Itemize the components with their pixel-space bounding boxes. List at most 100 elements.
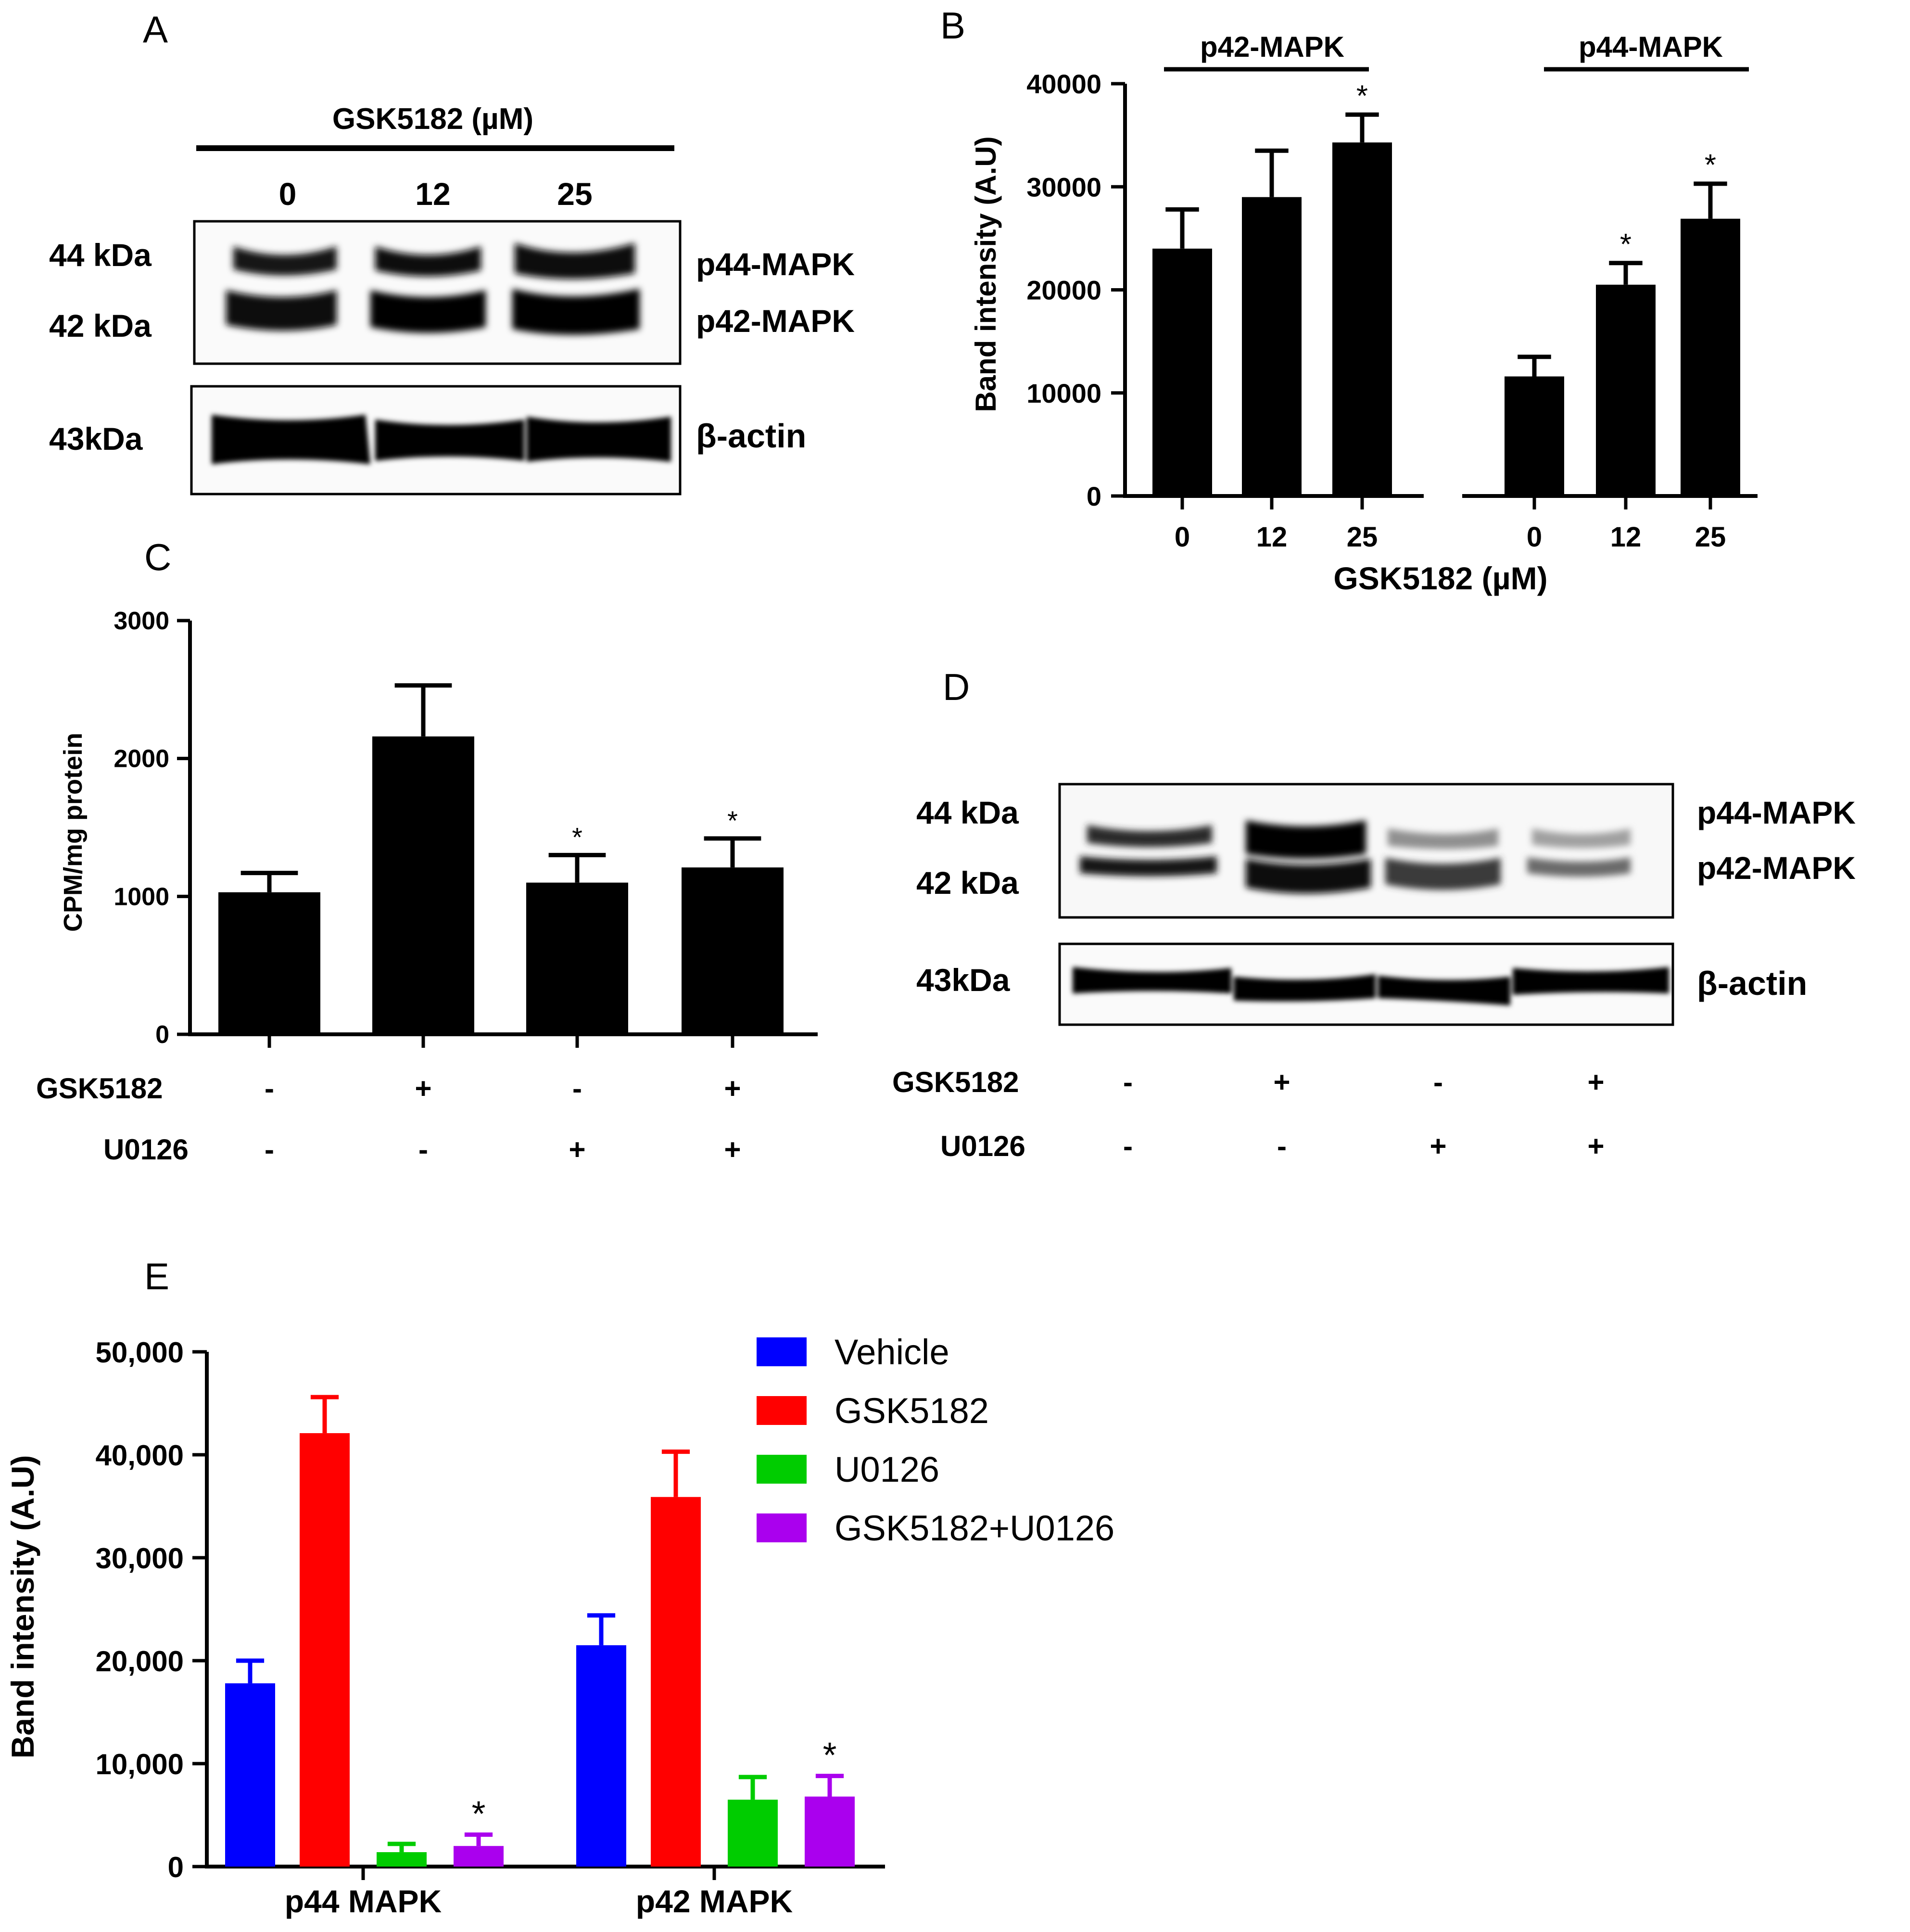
- bar-u0126: [728, 1775, 778, 1867]
- bar-gsk5182-u0126-rect: [805, 1796, 855, 1867]
- bar-rect: [682, 867, 784, 1034]
- panel-b: B Band intensity (A.U) 0 10000 20000 30000 4…: [940, 4, 1758, 596]
- blot-band: [1073, 967, 1231, 993]
- panel-a-letter: A: [143, 8, 168, 51]
- significance-marker: *: [1356, 79, 1368, 113]
- panel-a-lane-label: 0: [279, 176, 297, 212]
- bar: [1152, 207, 1212, 496]
- y-tick-label: 40000: [1026, 69, 1101, 99]
- u0126-sign: -: [418, 1133, 428, 1166]
- panel-d-row-label: GSK5182: [892, 1066, 1019, 1098]
- blot-band: [515, 243, 635, 279]
- panel-e-y-ticks: 0 10,000 20,000 30,000 40,000 50,000: [95, 1336, 207, 1883]
- panel-b-bars: 0 12 * 25 0 * 12 * 25: [1152, 79, 1740, 553]
- panel-e-bars: * p44 MAPK * p42 MAPK: [225, 1395, 855, 1919]
- y-tick-label: 2000: [114, 745, 169, 773]
- bar: [1505, 355, 1564, 496]
- bar-rect: [1505, 376, 1564, 496]
- y-tick-label: 0: [1087, 481, 1101, 511]
- y-tick-label: 20000: [1026, 275, 1101, 305]
- bar-rect: [1681, 218, 1740, 496]
- panel-d-mw-label: 44 kDa: [916, 795, 1019, 830]
- significance-marker: *: [572, 822, 582, 852]
- blot-band: [370, 290, 486, 333]
- bar-gsk5182-u0126: *: [454, 1794, 504, 1867]
- blot-band: [1080, 856, 1217, 877]
- panel-c-row-label: U0126: [103, 1133, 189, 1166]
- blot-band: [1532, 828, 1631, 848]
- legend-label: Vehicle: [835, 1332, 949, 1372]
- blot-band: [1513, 967, 1669, 995]
- panel-a: A GSK5182 (µM) 0 12 25 44 kDa 42 kDa p44…: [49, 8, 855, 496]
- bar-u0126-rect: [728, 1799, 778, 1867]
- legend-item: Vehicle: [757, 1332, 949, 1372]
- blot-band: [212, 415, 370, 464]
- x-tick-label: 0: [1175, 521, 1190, 553]
- bar-vehicle-rect: [576, 1645, 626, 1867]
- bar: [218, 871, 320, 1034]
- y-tick-label: 10000: [1026, 378, 1101, 408]
- blot-band: [1527, 857, 1631, 877]
- panel-d-row-label: U0126: [940, 1130, 1025, 1162]
- y-tick-label: 50,000: [95, 1336, 184, 1369]
- bar-vehicle: [225, 1658, 275, 1867]
- y-tick-label: 30000: [1026, 172, 1101, 202]
- bar: *: [526, 822, 628, 1034]
- panel-c-row-label: GSK5182: [36, 1072, 163, 1105]
- bar: *: [1681, 149, 1740, 496]
- panel-d-u0126-sign: -: [1277, 1130, 1287, 1162]
- panel-d-u0126-sign: +: [1429, 1130, 1446, 1162]
- panel-e-legend: Vehicle GSK5182 U0126 GSK5182+U0126: [757, 1332, 1114, 1548]
- panel-a-mw-actin: 43kDa: [49, 421, 143, 457]
- panel-d-band-label: p44-MAPK: [1697, 795, 1856, 830]
- panel-d-mw-actin: 43kDa: [916, 962, 1011, 998]
- x-tick-label: 25: [1347, 521, 1378, 553]
- u0126-sign: -: [265, 1133, 274, 1166]
- blot-band: [1385, 858, 1501, 890]
- x-tick-label: 12: [1256, 521, 1288, 553]
- panel-c-bars: **: [218, 683, 784, 1048]
- legend-item: GSK5182+U0126: [757, 1508, 1114, 1548]
- panel-d-actin-label: β-actin: [1697, 965, 1807, 1002]
- y-tick-label: 20,000: [95, 1645, 184, 1678]
- y-tick-label: 0: [155, 1021, 169, 1049]
- blot-band: [1234, 974, 1376, 1002]
- x-tick-label: 0: [1527, 521, 1542, 553]
- blot-band: [375, 246, 481, 277]
- bar-rect: [1242, 197, 1302, 496]
- blot-band: [375, 419, 524, 461]
- bar-gsk5182-rect: [300, 1433, 350, 1867]
- blot-band: [226, 290, 337, 331]
- significance-marker: *: [1620, 228, 1632, 261]
- panel-c-y-ticks: 0 1000 2000 3000: [114, 607, 190, 1049]
- blot-band: [233, 246, 337, 276]
- panel-a-actin-label: β-actin: [696, 417, 806, 455]
- panel-d-letter: D: [943, 666, 970, 708]
- legend-item: GSK5182: [757, 1391, 989, 1431]
- bar-rect: [526, 882, 628, 1034]
- panel-a-lane-label: 25: [557, 176, 592, 212]
- panel-b-y-ticks: 0 10000 20000 30000 40000: [1026, 69, 1125, 511]
- bar: *: [1596, 228, 1656, 496]
- significance-marker: *: [823, 1735, 837, 1775]
- bar-rect: [1332, 142, 1392, 496]
- bar: [372, 683, 474, 1034]
- significance-marker: *: [472, 1794, 486, 1834]
- panel-a-mapk-bands: [226, 243, 640, 335]
- panel-d-gsk-sign: -: [1123, 1066, 1133, 1098]
- panel-d-treatment-rows: - + - + - - + +: [1123, 1066, 1605, 1162]
- bar-u0126: [377, 1842, 427, 1867]
- panel-b-group-label: p44-MAPK: [1579, 31, 1723, 63]
- panel-d-mapk-blot: [1058, 783, 1674, 919]
- panel-a-band-label: p44-MAPK: [696, 246, 855, 282]
- y-tick-label: 0: [168, 1851, 184, 1883]
- blot-band: [527, 417, 671, 462]
- panel-b-letter: B: [940, 4, 965, 47]
- panel-e-letter: E: [144, 1255, 169, 1297]
- panel-d-actin-bands: [1073, 967, 1669, 1005]
- y-tick-label: 3000: [114, 607, 169, 635]
- bar-vehicle: [576, 1613, 626, 1867]
- blot-band: [512, 289, 640, 335]
- significance-marker: *: [727, 805, 738, 836]
- legend-swatch: [757, 1396, 807, 1425]
